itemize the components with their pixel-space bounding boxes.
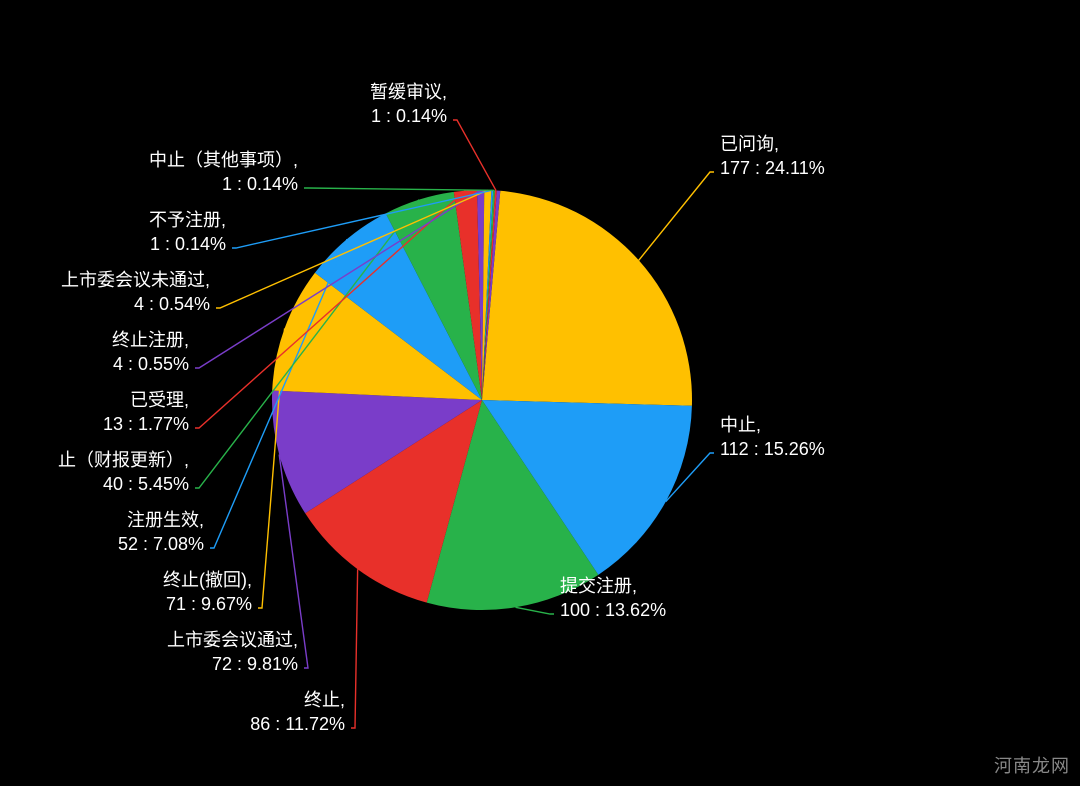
slice-label: 终止, 86 : 11.72% <box>250 688 345 737</box>
slice-label: 上市委会议通过, 72 : 9.81% <box>167 628 298 677</box>
leader-line <box>351 569 358 728</box>
slice-label: 已受理, 13 : 1.77% <box>103 388 189 437</box>
slice-label: 中止（其他事项）, 1 : 0.14% <box>149 148 298 197</box>
slice-label: 提交注册, 100 : 13.62% <box>560 574 666 623</box>
leader-line <box>639 172 714 260</box>
pie-slice <box>482 191 692 406</box>
slice-label: 终止(撤回), 71 : 9.67% <box>163 568 252 617</box>
slice-label: 终止注册, 4 : 0.55% <box>112 328 189 377</box>
slice-label: 止（财报更新）, 40 : 5.45% <box>58 448 189 497</box>
slice-label: 上市委会议未通过, 4 : 0.54% <box>61 268 210 317</box>
leader-line <box>516 607 554 614</box>
slice-label: 不予注册, 1 : 0.14% <box>149 208 226 257</box>
chart-container: 已问询, 177 : 24.11% 中止, 112 : 15.26% 提交注册, 1… <box>0 0 1080 786</box>
slice-label: 已问询, 177 : 24.11% <box>720 132 825 181</box>
leader-line <box>453 120 496 190</box>
leader-line <box>304 188 494 190</box>
slice-label: 暂缓审议, 1 : 0.14% <box>370 80 447 129</box>
slice-label: 注册生效, 52 : 7.08% <box>118 508 204 557</box>
watermark: 河南龙网 <box>994 752 1070 778</box>
slice-label: 中止, 112 : 15.26% <box>720 413 825 462</box>
